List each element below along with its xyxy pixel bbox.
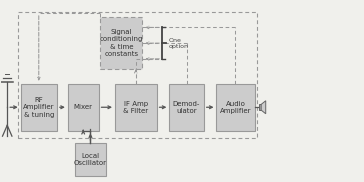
Text: Local
Oscillator: Local Oscillator — [74, 153, 107, 166]
Bar — [169, 84, 204, 131]
Bar — [68, 84, 99, 131]
Bar — [100, 17, 142, 69]
Text: Signal
conditioning
& time
constants: Signal conditioning & time constants — [100, 29, 143, 57]
Polygon shape — [261, 101, 266, 114]
Text: RF
Amplifier
& tuning: RF Amplifier & tuning — [23, 97, 55, 118]
Bar — [21, 84, 57, 131]
Bar — [18, 11, 257, 138]
Text: One
option: One option — [169, 37, 189, 49]
Text: IF Amp
& Filter: IF Amp & Filter — [123, 100, 148, 114]
Bar — [115, 84, 157, 131]
Bar — [75, 143, 106, 176]
Bar — [217, 84, 254, 131]
Text: Mixer: Mixer — [74, 104, 93, 110]
Text: Demod-
ulator: Demod- ulator — [173, 100, 200, 114]
Bar — [259, 104, 261, 110]
Text: Audio
Amplifier: Audio Amplifier — [220, 100, 251, 114]
